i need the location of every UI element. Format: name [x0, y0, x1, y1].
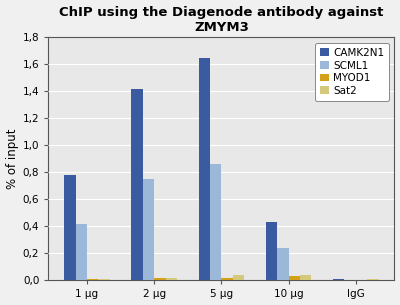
Bar [87, 279, 98, 280]
Bar [98, 279, 110, 280]
Bar [143, 179, 154, 280]
Bar [233, 275, 244, 280]
Bar [277, 248, 289, 280]
Bar [210, 164, 222, 280]
Bar [300, 275, 312, 280]
Bar [76, 224, 87, 280]
Bar [64, 175, 76, 280]
Bar [154, 278, 166, 280]
Y-axis label: % of input: % of input [6, 129, 18, 189]
Bar [367, 279, 379, 280]
Bar [131, 89, 143, 280]
Bar [198, 58, 210, 280]
Legend: CAMK2N1, SCML1, MYOD1, Sat2: CAMK2N1, SCML1, MYOD1, Sat2 [315, 43, 389, 101]
Bar [166, 278, 177, 280]
Bar [266, 222, 277, 280]
Bar [222, 278, 233, 280]
Bar [289, 276, 300, 280]
Title: ChIP using the Diagenode antibody against
ZMYM3: ChIP using the Diagenode antibody agains… [59, 5, 384, 34]
Bar [333, 279, 344, 280]
